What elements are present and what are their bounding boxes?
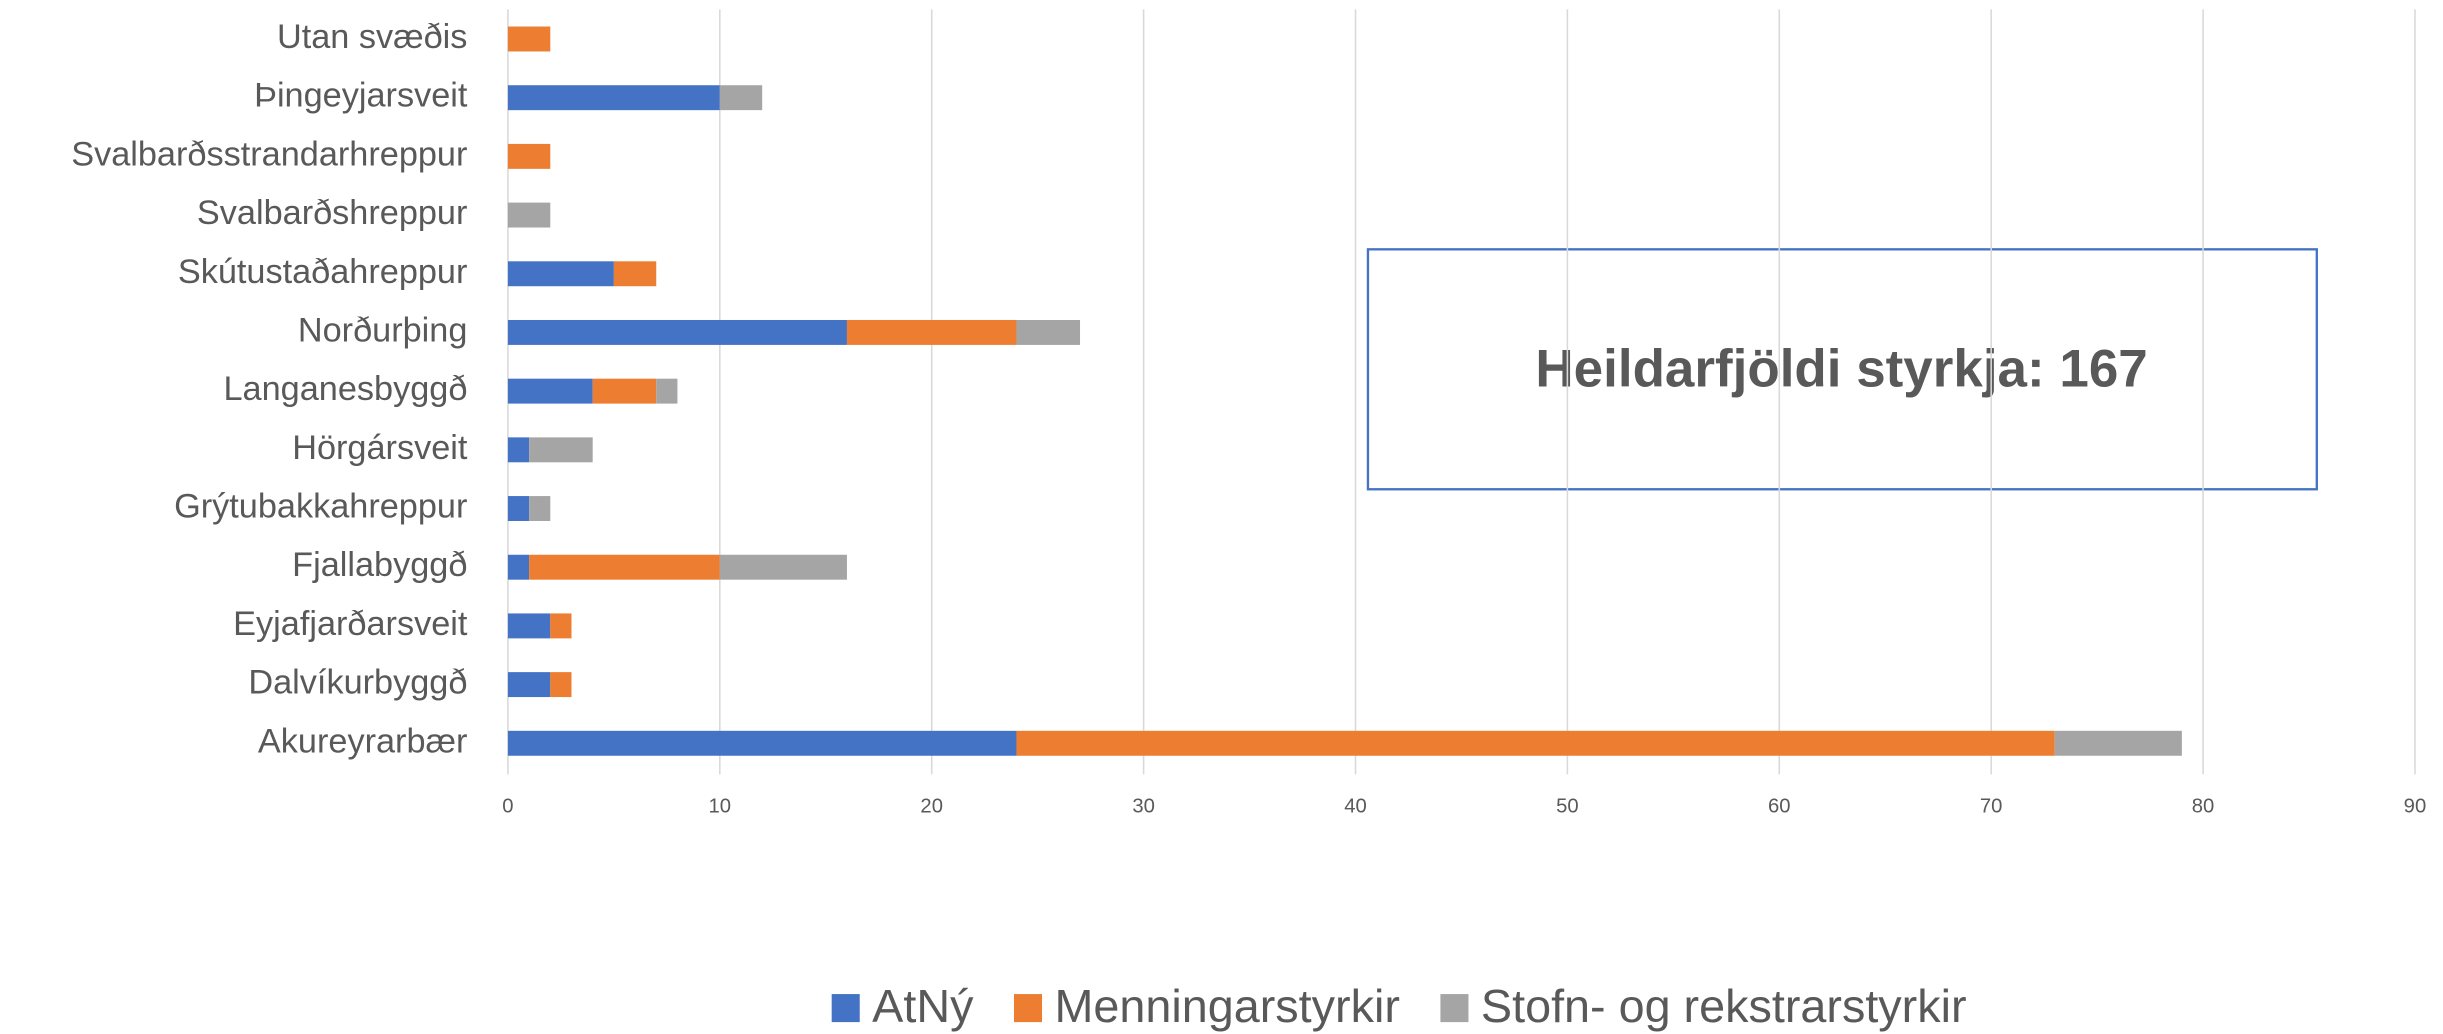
y-tick-label: Norðurþing (298, 311, 468, 349)
bar-segment (507, 26, 551, 52)
bar-segment (613, 261, 657, 287)
x-tick-label: 90 (2404, 795, 2427, 817)
bar-segment (529, 437, 593, 463)
y-tick-label: Akureyrarbær (258, 722, 467, 760)
bar-segment (507, 730, 1017, 756)
legend-label: Menningarstyrkir (1054, 980, 1399, 1032)
x-tick-label: 70 (1980, 795, 2003, 817)
bar-segment (1016, 730, 2055, 756)
legend-swatch (831, 994, 860, 1023)
y-tick-label: Fjallabyggð (292, 546, 467, 584)
bar-segment (507, 143, 551, 169)
bar-segment (507, 437, 530, 463)
bar-segment (507, 672, 551, 698)
bar-segment (507, 261, 614, 287)
bar-segment (507, 378, 593, 404)
x-tick-label: 20 (920, 795, 943, 817)
bar-segment (656, 378, 678, 404)
x-tick-label: 10 (709, 795, 732, 817)
y-tick-label: Langanesbyggð (224, 370, 468, 408)
y-tick-label: Eyjafjarðarsveit (233, 605, 468, 643)
legend-label: Stofn- og rekstrarstyrkir (1481, 980, 1967, 1032)
bar-segment (507, 613, 551, 639)
y-tick-label: Grýtubakkahreppur (174, 488, 467, 526)
y-tick-label: Hörgársveit (292, 429, 468, 467)
bar-segment (507, 554, 530, 580)
legend-swatch (1440, 994, 1469, 1023)
bar-segment (507, 496, 530, 521)
bar-segment (846, 319, 1017, 345)
y-tick-label: Skútustaðahreppur (178, 253, 468, 291)
y-tick-label: Svalbarðsstrandarhreppur (71, 135, 467, 173)
bar-segment (1016, 319, 1081, 345)
x-tick-label: 80 (2192, 795, 2215, 817)
x-tick-label: 30 (1132, 795, 1155, 817)
y-tick-label: Dalvíkurbyggð (248, 664, 467, 702)
bar-segment (529, 496, 551, 521)
bar-segment (719, 554, 847, 580)
x-tick-label: 50 (1556, 795, 1579, 817)
x-tick-label: 0 (502, 795, 513, 817)
bar-segment (507, 319, 847, 345)
y-tick-label: Svalbarðshreppur (197, 194, 467, 232)
x-tick-label: 40 (1344, 795, 1367, 817)
annotation: Heildarfjöldi styrkja: 167 (1535, 339, 2147, 398)
bar-segment (529, 554, 720, 580)
y-tick-label: Þingeyjarsveit (254, 77, 468, 115)
annotation-box (1366, 248, 2318, 491)
bar-segment (550, 613, 572, 639)
y-tick-label: Utan svæðis (277, 18, 467, 56)
bar-segment (592, 378, 657, 404)
x-tick-label: 60 (1768, 795, 1791, 817)
bar-segment (2054, 730, 2182, 756)
bar-segment (719, 85, 763, 111)
legend-swatch (1013, 994, 1043, 1023)
bar-segment (550, 672, 572, 698)
bar-segment (507, 85, 720, 111)
bar-segment (507, 202, 551, 228)
legend-label: AtNý (872, 980, 974, 1032)
